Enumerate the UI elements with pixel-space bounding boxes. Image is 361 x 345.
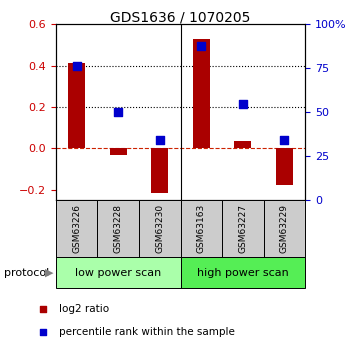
Point bbox=[74, 63, 80, 68]
Bar bbox=[152, 148, 168, 193]
Bar bbox=[235, 141, 251, 148]
Bar bbox=[180, 257, 305, 288]
Bar bbox=[97, 200, 139, 257]
Text: GSM63163: GSM63163 bbox=[197, 204, 206, 253]
Text: GSM63228: GSM63228 bbox=[114, 204, 123, 253]
Point bbox=[199, 43, 204, 48]
Bar bbox=[276, 148, 293, 185]
Bar bbox=[222, 200, 264, 257]
Bar bbox=[110, 148, 127, 155]
Text: log2 ratio: log2 ratio bbox=[59, 304, 109, 314]
Point bbox=[240, 101, 245, 106]
Point bbox=[116, 109, 121, 115]
Point bbox=[282, 137, 287, 143]
Bar bbox=[180, 200, 222, 257]
Text: GSM63230: GSM63230 bbox=[155, 204, 164, 253]
Bar bbox=[56, 257, 180, 288]
Bar bbox=[264, 200, 305, 257]
Point bbox=[157, 137, 162, 143]
Text: GSM63226: GSM63226 bbox=[72, 204, 81, 253]
Point bbox=[40, 329, 46, 334]
Text: percentile rank within the sample: percentile rank within the sample bbox=[59, 327, 235, 337]
Point bbox=[40, 306, 46, 312]
Text: GSM63229: GSM63229 bbox=[280, 204, 289, 253]
Text: low power scan: low power scan bbox=[75, 268, 161, 277]
Text: high power scan: high power scan bbox=[197, 268, 289, 277]
Bar bbox=[56, 200, 97, 257]
Text: GSM63227: GSM63227 bbox=[238, 204, 247, 253]
Text: protocol: protocol bbox=[4, 268, 49, 277]
Bar bbox=[139, 200, 180, 257]
Text: ▶: ▶ bbox=[44, 268, 53, 277]
Text: GDS1636 / 1070205: GDS1636 / 1070205 bbox=[110, 10, 251, 24]
Bar bbox=[193, 39, 209, 148]
Bar bbox=[69, 63, 85, 148]
